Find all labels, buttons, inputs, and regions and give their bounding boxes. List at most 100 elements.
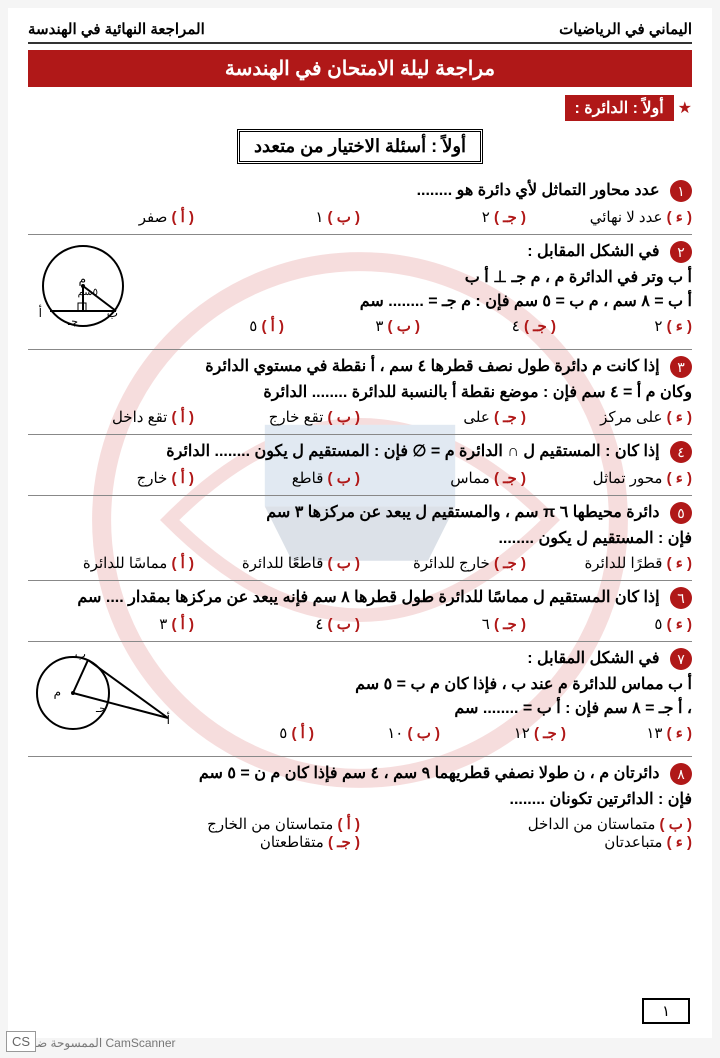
question: ٢ في الشكل المقابل : أ ب وتر في الدائرة م… [28,235,692,350]
option-letter: ( ء ) [667,555,692,572]
svg-text:جـ: جـ [95,703,106,715]
options-row: ( أ ) خارج( ب ) قاطع( جـ ) مماس( ء ) محو… [28,469,692,487]
question-number: ٦ [670,587,692,609]
option-letter: ( أ ) [172,209,195,226]
option: ( ء ) على مركز [526,408,692,426]
option-letter: ( ء ) [667,470,692,487]
svg-text:جـ: جـ [67,316,78,328]
option-letter: ( ب ) [328,616,360,633]
question-header-text: أولاً : أسئلة الاختيار من متعدد [237,129,483,164]
svg-text:٥سم: ٥سم [78,287,98,298]
option: ( ب ) ١ [194,208,360,226]
option-letter: ( جـ ) [494,555,526,572]
option: ( جـ ) متقاطعتان [28,833,360,851]
option-letter: ( ء ) [667,725,692,742]
option: ( جـ ) ٢ [360,208,526,226]
option: ( أ ) خارج [28,469,194,487]
question: ٥ دائرة محيطها ٦ π سم ، والمستقيم ل يبعد… [28,496,692,581]
options-row: ( أ ) ٣( ب ) ٤( جـ ) ٦( ء ) ٥ [28,615,692,633]
question-line: وكان م أ = ٤ سم فإن : موضع نقطة أ بالنسب… [28,382,692,402]
option: ( أ ) ٥ [148,317,284,335]
question: ١ عدد محاور التماثل لأي دائرة هو .......… [28,174,692,235]
option: ( جـ ) ١٢ [440,724,566,742]
question-number: ٧ [670,648,692,670]
options-row: ( أ ) مماسًا للدائرة( ب ) قاطعًا للدائرة… [28,554,692,572]
question-number: ٥ [670,502,692,524]
option: ( ء ) ٥ [526,615,692,633]
question-text: دائرتان م ، ن طولا نصفي قطريهما ٩ سم ، ٤… [199,765,660,782]
options-row: ( أ ) ٥( ب ) ٣( جـ ) ٤( ء ) ٢ [148,317,692,335]
svg-text:ب: ب [75,648,86,661]
option: ( ب ) ١٠ [314,724,440,742]
question-line: فإن : الدائرتين تكونان ........ [28,789,692,809]
option-letter: ( ب ) [660,816,692,833]
section-tag: أولاً : الدائرة : [565,95,674,121]
option-letter: ( أ ) [292,725,315,742]
option: ( جـ ) خارج للدائرة [360,554,526,572]
banner: مراجعة ليلة الامتحان في الهندسة [28,50,692,87]
question-number: ٨ [670,763,692,785]
question: ٨ دائرتان م ، ن طولا نصفي قطريهما ٩ سم ،… [28,757,692,859]
svg-text:م: م [54,685,61,699]
question: ٧ في الشكل المقابل : أ ب مماس للدائرة م ع… [28,642,692,757]
cs-badge: CS [6,1031,36,1052]
option-letter: ( ب ) [388,318,420,335]
option-letter: ( أ ) [172,409,195,426]
option: ( أ ) متماستان من الخارج [28,815,360,833]
option: ( ب ) قاطعًا للدائرة [194,554,360,572]
option-letter: ( ء ) [667,616,692,633]
question-list: ١ عدد محاور التماثل لأي دائرة هو .......… [28,174,692,859]
option-letter: ( جـ ) [328,834,360,851]
question-text: دائرة محيطها ٦ π سم ، والمستقيم ل يبعد ع… [266,504,659,521]
option-letter: ( جـ ) [524,318,556,335]
option: ( ء ) محور تماثل [526,469,692,487]
option: ( أ ) تقع داخل [28,408,194,426]
option: ( ء ) ١٣ [566,724,692,742]
circle-diagram-1: م أ ب جـ ٥سم [28,241,138,336]
svg-text:أ: أ [167,712,170,727]
option: ( ء ) قطرًا للدائرة [526,554,692,572]
option-letter: ( أ ) [262,318,285,335]
option-letter: ( أ ) [338,816,361,833]
question-line: أ ب مماس للدائرة م عند ب ، فإذا كان م ب … [188,674,692,694]
question-line: فإن : المستقيم ل يكون ........ [28,528,692,548]
option-letter: ( ء ) [667,318,692,335]
options-row: ( أ ) ٥( ب ) ١٠( جـ ) ١٢( ء ) ١٣ [188,724,692,742]
option-letter: ( أ ) [172,616,195,633]
option-letter: ( جـ ) [494,209,526,226]
option: ( ب ) ٤ [194,615,360,633]
option-letter: ( ب ) [328,409,360,426]
svg-text:أ: أ [39,305,42,320]
option: ( ء ) ٢ [556,317,692,335]
question-line: ، أ جـ = ٨ سم فإن : أ ب = ........ سم [188,698,692,718]
section-row: ★أولاً : الدائرة : [28,95,692,129]
option-letter: ( ب ) [328,555,360,572]
question-number: ٤ [670,441,692,463]
option: ( جـ ) ٦ [360,615,526,633]
question-line: أ ب وتر في الدائرة م ، م جـ ⊥ أ ب [148,267,692,287]
option: ( جـ ) على [360,408,526,426]
question-text: في الشكل المقابل : [527,650,659,667]
option-letter: ( جـ ) [494,470,526,487]
option: ( ب ) ٣ [284,317,420,335]
option: ( ء ) عدد لا نهائي [526,208,692,226]
question-line: أ ب = ٨ سم ، م ب = ٥ سم فإن : م جـ = ...… [148,291,692,311]
question-text: في الشكل المقابل : [527,243,659,260]
question-text: إذا كانت م دائرة طول نصف قطرها ٤ سم ، أ … [205,358,659,375]
option: ( أ ) ٥ [188,724,314,742]
option-letter: ( ء ) [667,209,692,226]
option-letter: ( ب ) [328,470,360,487]
question-text: إذا كان : المستقيم ل ∩ الدائرة م = ∅ فإن… [166,443,659,460]
option: ( جـ ) مماس [360,469,526,487]
options-row: ( أ ) تقع داخل( ب ) تقع خارج( جـ ) على( … [28,408,692,426]
question-number: ٢ [670,241,692,263]
header-right: اليماني في الرياضيات [559,20,692,38]
question-header: أولاً : أسئلة الاختيار من متعدد [28,129,692,164]
option-letter: ( أ ) [172,555,195,572]
option-letter: ( ء ) [667,409,692,426]
option-letter: ( ب ) [328,209,360,226]
option: ( ب ) تقع خارج [194,408,360,426]
svg-text:ب: ب [107,306,118,320]
svg-text:م: م [79,272,86,286]
header-left: المراجعة النهائية في الهندسة [28,20,205,38]
